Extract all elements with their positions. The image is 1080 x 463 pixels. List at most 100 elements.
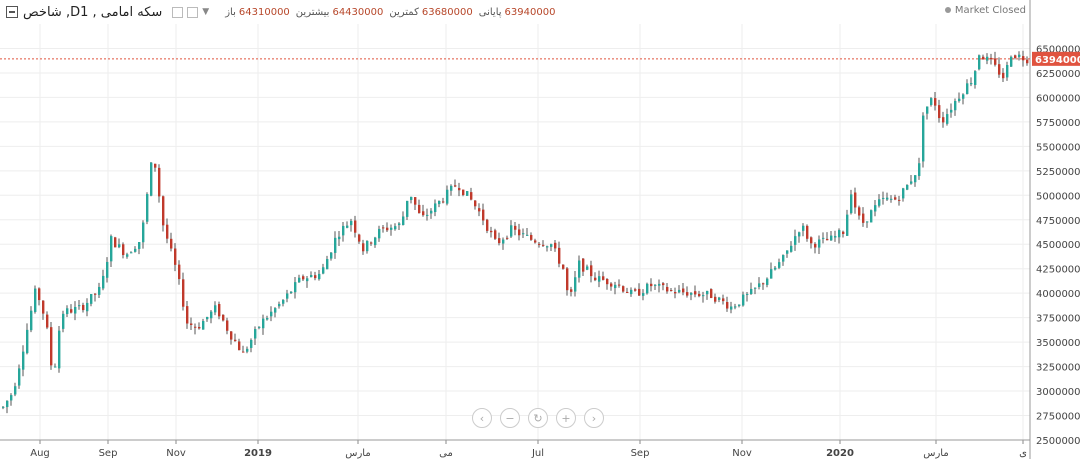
candle — [614, 281, 617, 295]
candle — [478, 203, 481, 217]
candle — [186, 300, 189, 329]
candle — [14, 382, 17, 397]
candle — [434, 199, 437, 217]
candle — [446, 185, 449, 206]
close-label: پایانی — [478, 6, 502, 18]
candle — [586, 264, 589, 271]
candle — [42, 300, 45, 320]
candle — [182, 272, 185, 311]
x-tick-label: ی — [1019, 448, 1027, 459]
close-value: 63940000 — [504, 6, 556, 18]
candle — [62, 310, 65, 333]
candle — [638, 283, 641, 297]
candle — [294, 276, 297, 299]
candle — [538, 242, 541, 248]
candle — [1006, 61, 1009, 81]
candle — [114, 236, 117, 248]
y-tick-label: 50000000 — [1036, 191, 1080, 202]
candle — [54, 363, 57, 368]
candle — [518, 223, 521, 241]
candle — [938, 99, 941, 123]
candle — [250, 338, 253, 353]
candle — [766, 277, 769, 288]
candle — [926, 106, 929, 120]
low-label: کمترین — [389, 6, 419, 18]
candle — [890, 195, 893, 203]
candle — [982, 54, 985, 60]
chevron-right-icon[interactable]: › — [584, 408, 604, 428]
hide-icon[interactable] — [187, 6, 199, 18]
candle — [454, 179, 457, 188]
candle — [642, 289, 645, 301]
candle — [1026, 56, 1029, 66]
candle — [846, 209, 849, 237]
candle — [862, 207, 865, 227]
candle — [514, 222, 517, 236]
chart-navigation: ‹ − ↻ + › — [472, 408, 612, 428]
candle — [866, 221, 869, 228]
candle — [626, 287, 629, 294]
candle — [570, 286, 573, 297]
candle — [922, 112, 925, 168]
candle — [70, 304, 73, 314]
x-tick-label: 2019 — [244, 448, 272, 459]
x-tick-label: می — [439, 448, 453, 459]
candle — [618, 279, 621, 288]
candle — [662, 281, 665, 291]
candle — [74, 301, 77, 321]
candle — [598, 270, 601, 288]
candle — [382, 224, 385, 233]
y-tick-label: 25000000 — [1036, 436, 1080, 447]
market-status-text: Market Closed — [954, 5, 1026, 16]
candle — [142, 220, 145, 249]
candle — [106, 257, 109, 283]
candle — [118, 238, 121, 249]
candle — [902, 187, 905, 202]
candle — [178, 260, 181, 285]
candle — [374, 236, 377, 248]
candle — [854, 187, 857, 214]
candle — [398, 222, 401, 231]
symbol-title[interactable]: شاخص ,Dسکه امامی , 1 — [23, 4, 163, 20]
candle — [942, 111, 945, 128]
candle — [630, 287, 633, 297]
candle — [566, 266, 569, 296]
y-tick-label: 42500000 — [1036, 265, 1080, 276]
candle — [722, 294, 725, 305]
candle — [898, 195, 901, 206]
candle — [822, 232, 825, 244]
candle — [834, 230, 837, 242]
reset-icon[interactable]: ↻ — [528, 408, 548, 428]
candle — [490, 226, 493, 238]
candle — [350, 218, 353, 232]
candle — [346, 221, 349, 229]
candle — [770, 262, 773, 279]
candle — [26, 323, 29, 355]
zoom-out-icon[interactable]: − — [500, 408, 520, 428]
candle — [882, 191, 885, 205]
candle — [206, 316, 209, 322]
candle — [758, 277, 761, 290]
candle — [546, 245, 549, 252]
x-tick-label: مارس — [923, 448, 948, 459]
collapse-legend-button[interactable] — [6, 6, 18, 18]
last-price-label: 63940000 — [1035, 55, 1080, 66]
zoom-in-icon[interactable]: + — [556, 408, 576, 428]
y-tick-label: 40000000 — [1036, 289, 1080, 300]
chevron-down-icon[interactable]: ▼ — [202, 7, 210, 17]
candle — [1014, 54, 1017, 60]
x-tick-label: Sep — [631, 448, 650, 459]
settings-icon[interactable] — [172, 6, 184, 18]
candle — [550, 243, 553, 252]
candle — [790, 241, 793, 253]
candle — [50, 321, 53, 370]
candle — [654, 284, 657, 290]
candle — [262, 314, 265, 335]
candle — [418, 199, 421, 214]
candle — [610, 282, 613, 291]
candle — [406, 200, 409, 220]
chevron-left-icon[interactable]: ‹ — [472, 408, 492, 428]
candle — [842, 230, 845, 238]
